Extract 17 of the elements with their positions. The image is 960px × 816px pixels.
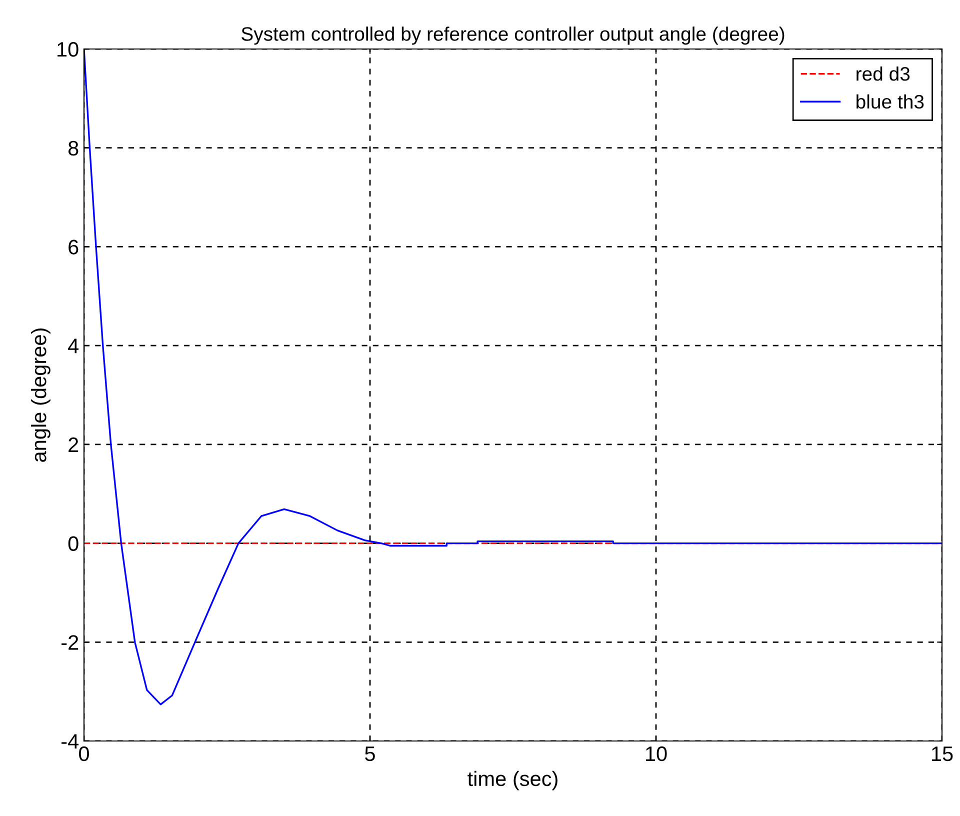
- y-tick-label: -2: [62, 635, 78, 650]
- y-tick-label: -4: [62, 734, 79, 749]
- x-tick-label: 0: [79, 746, 89, 762]
- x-axis-title: time (sec): [468, 770, 558, 790]
- x-tick-label: 10: [646, 746, 667, 762]
- y-axis-title: angle (degree): [30, 328, 50, 462]
- y-tick-label: 2: [68, 437, 78, 452]
- x-tick-label: 15: [932, 746, 953, 762]
- legend-label: red d3: [856, 66, 910, 81]
- y-tick-label: 6: [68, 240, 78, 254]
- y-tick-label: 10: [58, 42, 78, 57]
- x-tick-label: 5: [365, 746, 375, 762]
- chart-title: System controlled by reference controller output angle (degree): [242, 26, 784, 45]
- y-tick-label: 8: [68, 140, 78, 156]
- y-tick-label: 4: [68, 338, 79, 354]
- y-tick-label: 0: [68, 536, 78, 552]
- legend-label: blue th3: [856, 94, 924, 109]
